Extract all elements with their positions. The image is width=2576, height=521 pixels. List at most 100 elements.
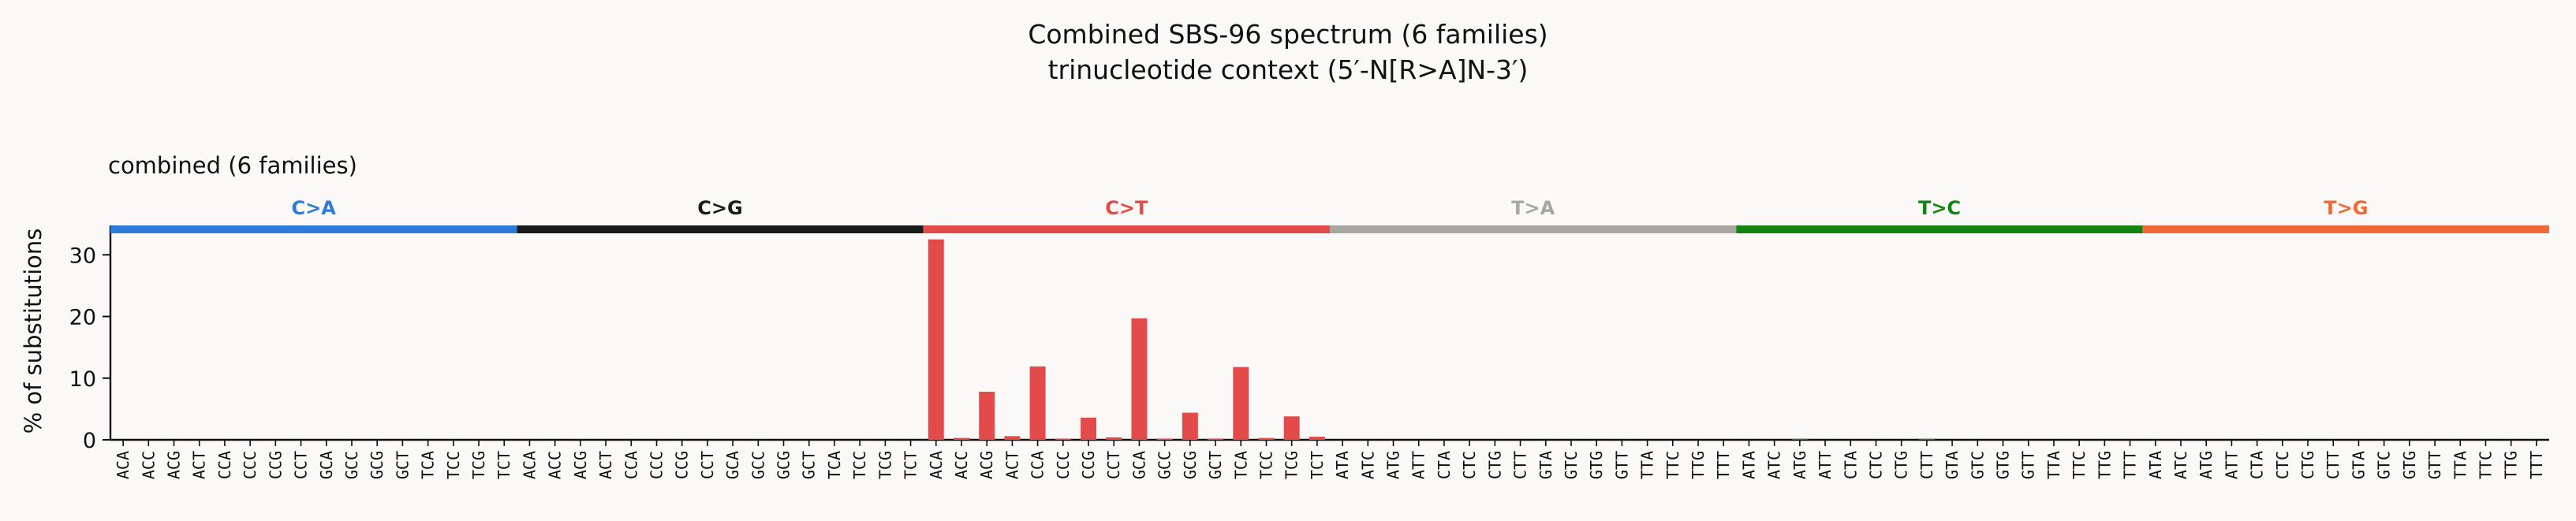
x-tick-label: TCT: [495, 451, 513, 479]
x-tick-label: TTA: [2451, 451, 2470, 479]
bar-C>T-ACC: [953, 437, 969, 440]
group-strip-3: [1330, 225, 1737, 233]
x-tick-label: CTG: [2298, 451, 2317, 479]
x-tick-label: ACC: [139, 451, 158, 479]
x-tick-label: ATT: [1816, 451, 1835, 479]
x-tick-label: ATG: [2197, 451, 2216, 479]
x-tick-label: ATA: [1739, 451, 1758, 479]
x-tick-label: TCA: [419, 451, 438, 479]
group-strip-2: [923, 225, 1330, 233]
plot-area: 0 10 20 30 C>A ACA ACC ACG ACT CCA CCC CCG CCT GCA GCC…: [69, 197, 2549, 479]
x-tick-label: ACG: [977, 451, 996, 479]
x-tick-label: GTC: [2375, 451, 2394, 479]
x-tick-label: GTC: [1968, 451, 1987, 479]
bar-C>T-GCA: [1131, 318, 1148, 440]
x-tick-label: ACA: [114, 451, 133, 479]
x-tick-label: ACA: [520, 451, 539, 479]
x-tick-label: CTA: [2248, 451, 2267, 479]
x-tick-label: ACT: [596, 451, 615, 479]
x-tick-label: ACC: [952, 451, 971, 479]
x-tick-label: CTT: [2324, 451, 2343, 479]
x-tick-label: GTG: [1587, 451, 1606, 479]
bar-C>T-CCT: [1106, 437, 1122, 440]
x-tick-label: TTC: [1663, 451, 1682, 479]
x-tick-label: GTC: [1562, 451, 1581, 479]
x-tick-label: TTG: [2502, 451, 2521, 479]
x-tick-label: TCG: [469, 451, 488, 479]
x-tick-label: TCG: [1282, 451, 1301, 479]
bar-C>T-CCC: [1055, 438, 1071, 440]
x-tick-label: CCC: [1054, 451, 1073, 479]
x-tick-label: ATT: [2222, 451, 2241, 479]
x-tick-label: GTG: [1994, 451, 2013, 479]
x-tick-label: GTT: [1612, 451, 1631, 479]
group-label: C>A: [292, 197, 337, 219]
bar-C>T-ACG: [979, 391, 995, 440]
x-tick-label: ATC: [2171, 451, 2190, 479]
x-tick-label: CCT: [292, 451, 311, 479]
x-tick-label: CTC: [2273, 451, 2292, 479]
x-tick-label: TCT: [902, 451, 920, 479]
x-tick-label: TCA: [1231, 451, 1250, 479]
x-tick-label: TTT: [2121, 451, 2140, 479]
x-tick-label: GCT: [1206, 451, 1225, 479]
x-tick-label: CCG: [1079, 451, 1098, 479]
panel-label: combined (6 families): [108, 152, 357, 179]
x-tick-label: TTC: [2476, 451, 2495, 479]
x-tick-label: GTG: [2400, 451, 2419, 479]
x-tick-label: ACG: [571, 451, 590, 479]
x-tick-label: ATG: [1384, 451, 1403, 479]
bar-C>T-TCA: [1233, 367, 1249, 440]
x-tick-label: ATA: [1333, 451, 1352, 479]
y-axis-label: % of substitutions: [20, 229, 47, 434]
bar-C>T-TCT: [1309, 437, 1325, 440]
x-tick-label: CTT: [1917, 451, 1936, 479]
bar-C>T-ACA: [928, 239, 944, 440]
x-tick-label: GCA: [723, 451, 742, 479]
group-label: T>C: [1918, 197, 1961, 219]
x-tick-label: CTA: [1435, 451, 1454, 479]
x-tick-label: GCG: [368, 451, 386, 479]
x-tick-label: GTT: [2425, 451, 2444, 479]
bar-C>T-TCG: [1283, 416, 1300, 440]
y-tick-label: 10: [69, 367, 96, 392]
x-tick-label: TTA: [1638, 451, 1657, 479]
x-tick-label: ATC: [1765, 451, 1784, 479]
x-tick-label: CCC: [241, 451, 259, 479]
x-tick-label: CCA: [622, 451, 640, 479]
x-tick-label: GCA: [317, 451, 336, 479]
x-tick-label: GCC: [342, 451, 361, 479]
group-label: T>A: [1511, 197, 1555, 219]
group-strip-5: [2142, 225, 2549, 233]
x-tick-label: TTG: [1689, 451, 1708, 479]
x-tick-label: CTC: [1460, 451, 1479, 479]
x-tick-label: TCT: [1308, 451, 1327, 479]
group-strip-1: [517, 225, 924, 233]
x-tick-label: GTT: [2019, 451, 2038, 479]
x-tick-label: CCA: [215, 451, 234, 479]
x-tick-label: TTC: [2070, 451, 2089, 479]
group-label: C>T: [1105, 197, 1148, 219]
bar-T>C-ATG: [1791, 438, 1808, 440]
group-strip-4: [1736, 225, 2143, 233]
x-tick-label: ATA: [2146, 451, 2165, 479]
x-tick-label: ATT: [1409, 451, 1428, 479]
x-tick-label: GTA: [2349, 451, 2368, 479]
x-tick-label: ACT: [1002, 451, 1021, 479]
x-tick-label: GTA: [1943, 451, 1962, 479]
x-tick-label: TCG: [875, 451, 894, 479]
x-tick-label: CTG: [1485, 451, 1504, 479]
x-tick-label: CCC: [647, 451, 666, 479]
bar-C>T-GCG: [1182, 412, 1198, 440]
bar-C>T-ACT: [1004, 436, 1021, 440]
y-tick-label: 20: [69, 306, 96, 330]
group-label: C>G: [697, 197, 742, 219]
x-tick-label: TCA: [825, 451, 844, 479]
x-tick-label: GTA: [1536, 451, 1555, 479]
x-tick-label: TCC: [850, 451, 869, 479]
x-tick-label: ATG: [1790, 451, 1809, 479]
x-tick-label: ACC: [546, 451, 565, 479]
bar-C>T-TCC: [1258, 437, 1275, 440]
